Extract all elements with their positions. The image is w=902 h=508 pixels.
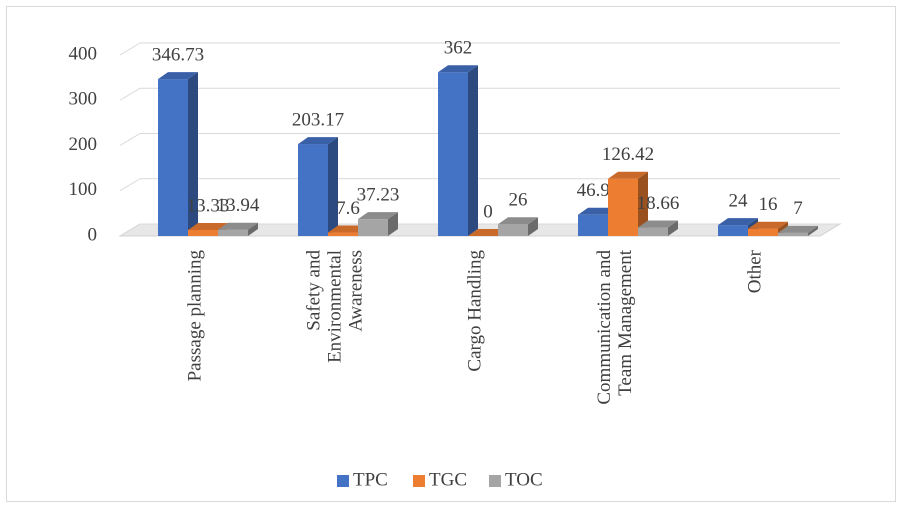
x-tick-label: Cargo Handling <box>464 250 486 372</box>
bar-top <box>608 171 648 179</box>
bar <box>298 137 338 236</box>
y-tick-label: 200 <box>69 134 98 155</box>
bar <box>358 212 398 236</box>
bar-front <box>188 229 218 236</box>
bar <box>498 217 538 236</box>
bar-front <box>158 79 188 236</box>
grid-line-depth <box>119 42 141 56</box>
bar-side <box>468 65 478 236</box>
bar-front <box>298 144 328 236</box>
bar-side <box>638 171 648 236</box>
bar-front <box>718 225 748 236</box>
legend-swatch <box>413 475 425 487</box>
legend-swatch <box>489 475 501 487</box>
bar-front <box>578 214 608 236</box>
bar-top <box>218 222 258 230</box>
bar-side <box>528 217 538 236</box>
bar <box>778 225 818 236</box>
x-tick-label: Communication and Team Management <box>594 250 636 405</box>
bar-side <box>388 212 398 236</box>
y-tick-label: 100 <box>69 179 98 200</box>
data-label: 126.42 <box>602 144 654 165</box>
data-label: 26 <box>509 190 528 211</box>
data-label: 0 <box>483 201 493 222</box>
bar-front <box>748 228 778 236</box>
bar <box>438 65 478 236</box>
bar-top <box>498 217 538 225</box>
bar-front <box>498 224 528 236</box>
bar-side <box>808 225 818 236</box>
bar-front <box>328 232 358 236</box>
y-tick-label: 300 <box>69 89 98 110</box>
grid-line-depth <box>119 223 141 237</box>
y-tick-label: 400 <box>69 43 98 64</box>
data-label: 203.17 <box>292 109 344 130</box>
grid-line-depth <box>119 133 141 146</box>
bar-side <box>328 137 338 236</box>
bar-top <box>158 72 198 80</box>
data-label: 7 <box>793 198 803 219</box>
legend-swatch <box>337 475 349 487</box>
legend-label: TGC <box>429 469 467 490</box>
bar <box>608 171 648 236</box>
bar-front <box>438 72 468 236</box>
bar-side <box>188 72 198 236</box>
grid-line-depth <box>119 87 141 101</box>
x-tick-label: Passage planning <box>184 250 206 382</box>
y-tick-label: 0 <box>88 224 98 245</box>
bar <box>218 222 258 236</box>
bar-top <box>188 222 228 230</box>
bar-side <box>248 222 258 236</box>
bar-top <box>358 212 398 220</box>
data-label: 362 <box>444 38 473 59</box>
bar-top <box>778 225 818 233</box>
data-label: 346.73 <box>152 44 204 65</box>
x-tick-label: Safety and Environmental Awareness <box>303 250 367 363</box>
bar-front <box>218 229 248 236</box>
data-label: 7.6 <box>336 198 360 219</box>
chart-border <box>6 6 896 502</box>
data-label: 18.66 <box>637 193 680 214</box>
grid-line-depth <box>119 178 141 192</box>
x-tick-label: Other <box>744 250 766 294</box>
bar-side <box>668 220 678 236</box>
bar-top <box>298 137 338 145</box>
data-label: 37.23 <box>357 185 400 206</box>
data-label: 13.33 <box>187 195 230 216</box>
data-label: 24 <box>729 190 749 211</box>
bar <box>638 220 678 236</box>
bar-top <box>748 221 788 229</box>
bar-front <box>638 227 668 236</box>
legend-label: TPC <box>353 469 388 490</box>
bar-top <box>638 220 678 228</box>
bar-front <box>358 219 388 236</box>
data-label: 13.94 <box>217 195 260 216</box>
bar <box>158 72 198 236</box>
legend-label: TOC <box>505 469 543 490</box>
bar-top <box>438 65 478 73</box>
data-label: 16 <box>759 194 778 215</box>
bar-front <box>778 232 808 236</box>
bar-front <box>608 178 638 236</box>
bar-top <box>718 218 758 226</box>
